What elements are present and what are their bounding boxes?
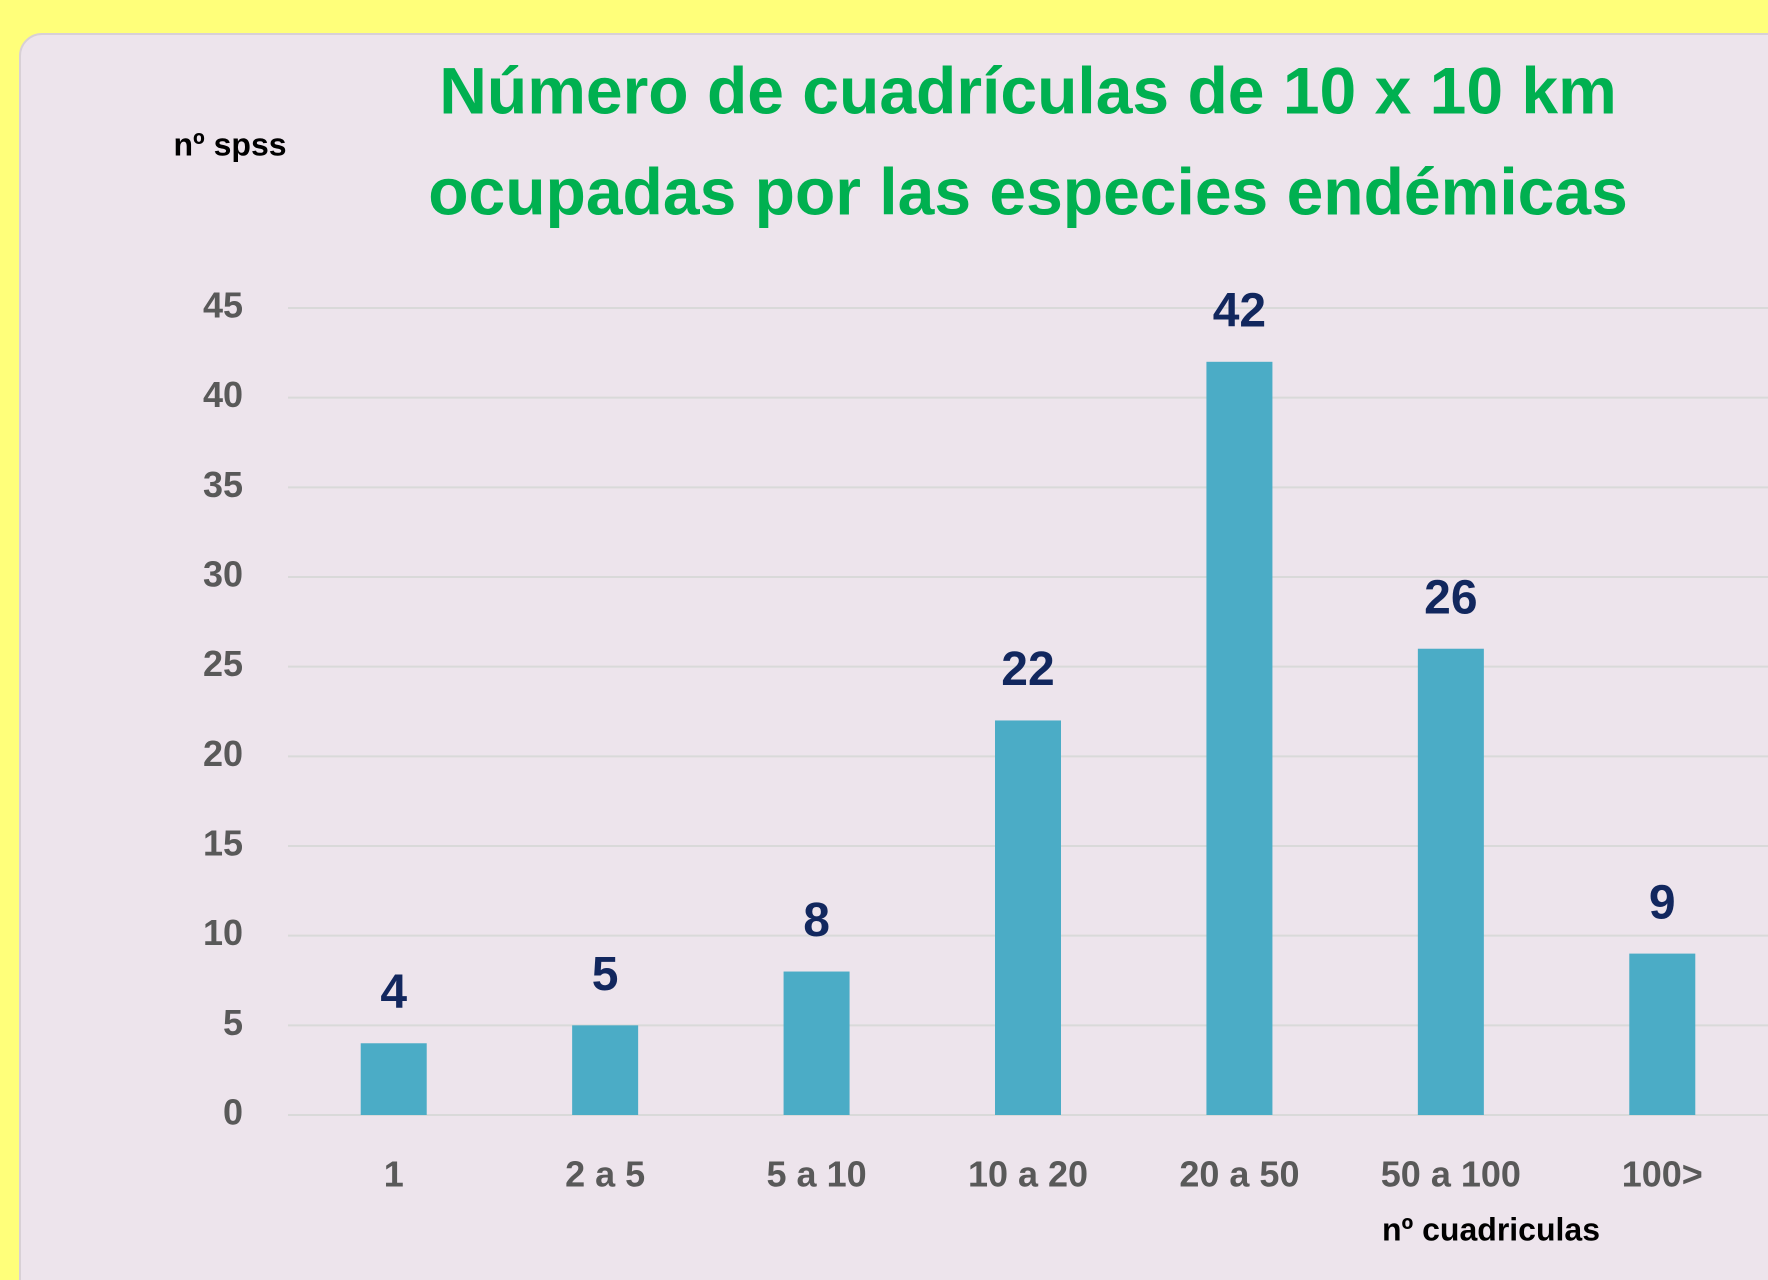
y-tick-label: 30 (203, 554, 243, 595)
y-tick-label: 0 (223, 1092, 243, 1133)
x-tick-label: 50 a 100 (1381, 1154, 1521, 1195)
bar (995, 720, 1061, 1115)
x-tick-label: 1 (384, 1154, 404, 1195)
value-label: 8 (803, 894, 830, 947)
bar (1417, 648, 1484, 1115)
value-label: 26 (1424, 571, 1477, 624)
bar (1629, 953, 1696, 1115)
x-tick-label: 10 a 20 (968, 1154, 1088, 1195)
bar (360, 1043, 427, 1115)
chart-title: Número de cuadrículas de 10 x 10 km (439, 53, 1617, 127)
y-tick-label: 40 (203, 374, 243, 415)
x-tick-label: 100> (1622, 1154, 1703, 1195)
y-tick-label: 10 (203, 912, 243, 953)
bar (783, 971, 850, 1115)
y-tick-label: 5 (223, 1002, 243, 1043)
x-tick-label: 2 a 5 (565, 1154, 645, 1195)
y-axis-label: nº spss (173, 126, 286, 162)
y-tick-label: 45 (203, 285, 243, 326)
bar (1206, 361, 1273, 1115)
value-label: 22 (1001, 643, 1054, 696)
y-tick-label: 25 (203, 643, 243, 684)
value-label: 5 (592, 948, 619, 1001)
y-tick-label: 15 (203, 823, 243, 864)
value-label: 9 (1649, 876, 1676, 929)
value-label: 4 (380, 966, 407, 1019)
x-tick-label: 5 a 10 (767, 1154, 867, 1195)
bar (572, 1025, 639, 1115)
x-tick-label: 20 a 50 (1179, 1154, 1299, 1195)
panel (19, 33, 1768, 1280)
x-axis-label: nº cuadriculas (1382, 1211, 1600, 1247)
chart-title: ocupadas por las especies endémicas (428, 154, 1628, 228)
y-tick-label: 35 (203, 464, 243, 505)
y-tick-label: 20 (203, 733, 243, 774)
value-label: 42 (1213, 284, 1266, 337)
